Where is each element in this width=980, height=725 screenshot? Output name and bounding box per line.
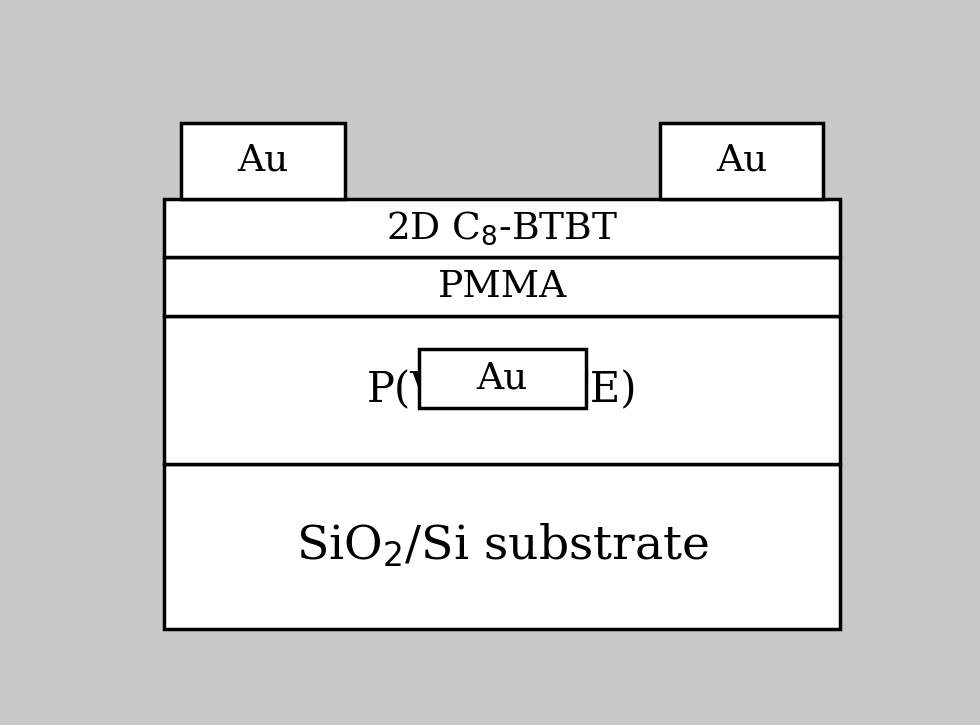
Text: SiO$_2$/Si substrate: SiO$_2$/Si substrate [296,523,709,570]
Bar [418,349,586,408]
Bar [660,123,823,199]
Bar [165,316,840,464]
Bar [165,199,840,257]
Text: P(VDF-TrFE): P(VDF-TrFE) [367,369,638,411]
Bar [181,123,345,199]
Text: 2D C$_8$-BTBT: 2D C$_8$-BTBT [386,209,618,246]
Bar [165,464,840,629]
Text: Au: Au [237,143,289,179]
Bar [165,257,840,316]
Text: PMMA: PMMA [438,268,566,304]
Text: Au: Au [476,360,528,397]
Text: Au: Au [715,143,767,179]
